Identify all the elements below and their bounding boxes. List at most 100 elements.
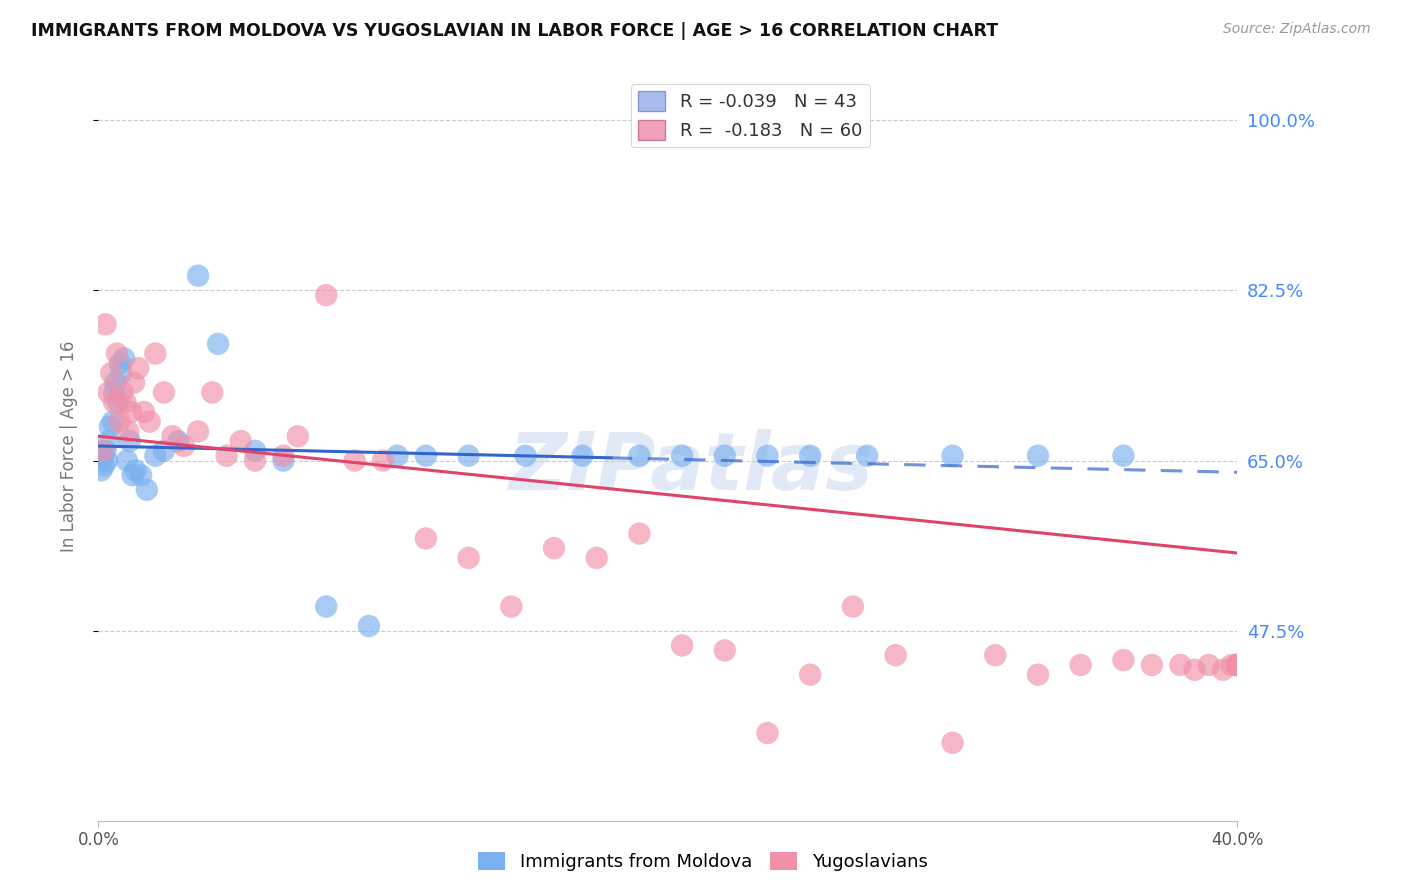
Point <box>94 318 117 332</box>
Point <box>1198 657 1220 672</box>
Point <box>1212 663 1234 677</box>
Point <box>110 366 132 380</box>
Point <box>153 385 176 400</box>
Point <box>104 376 127 390</box>
Point <box>111 385 134 400</box>
Text: Source: ZipAtlas.com: Source: ZipAtlas.com <box>1223 22 1371 37</box>
Point <box>114 395 136 409</box>
Point <box>1026 667 1049 681</box>
Point <box>1226 657 1249 672</box>
Point <box>207 336 229 351</box>
Point <box>1170 657 1192 672</box>
Point <box>671 639 693 653</box>
Point <box>942 449 965 463</box>
Legend: R = -0.039   N = 43, R =  -0.183   N = 60: R = -0.039 N = 43, R = -0.183 N = 60 <box>631 84 869 147</box>
Point <box>1070 657 1092 672</box>
Point <box>129 468 152 483</box>
Point <box>187 268 209 283</box>
Legend: Immigrants from Moldova, Yugoslavians: Immigrants from Moldova, Yugoslavians <box>471 845 935 879</box>
Point <box>97 385 120 400</box>
Point <box>167 434 190 449</box>
Point <box>357 619 380 633</box>
Point <box>229 434 252 449</box>
Point <box>515 449 537 463</box>
Point <box>1112 449 1135 463</box>
Point <box>543 541 565 556</box>
Point <box>1220 657 1243 672</box>
Point <box>856 449 879 463</box>
Point <box>135 483 157 497</box>
Point <box>942 736 965 750</box>
Point <box>799 449 821 463</box>
Point <box>1226 657 1249 672</box>
Point <box>984 648 1007 663</box>
Point <box>187 425 209 439</box>
Point <box>371 453 394 467</box>
Point <box>112 351 135 366</box>
Y-axis label: In Labor Force | Age > 16: In Labor Force | Age > 16 <box>59 340 77 552</box>
Point <box>96 453 118 467</box>
Point <box>714 449 737 463</box>
Point <box>671 449 693 463</box>
Point <box>1226 657 1249 672</box>
Point <box>415 532 437 546</box>
Point <box>628 449 651 463</box>
Point <box>1226 657 1249 672</box>
Point <box>243 443 266 458</box>
Point <box>115 453 138 467</box>
Text: IMMIGRANTS FROM MOLDOVA VS YUGOSLAVIAN IN LABOR FORCE | AGE > 16 CORRELATION CHA: IMMIGRANTS FROM MOLDOVA VS YUGOSLAVIAN I… <box>31 22 998 40</box>
Point <box>1112 653 1135 667</box>
Point <box>103 385 125 400</box>
Point <box>91 443 114 458</box>
Point <box>1026 449 1049 463</box>
Point <box>243 453 266 467</box>
Point <box>127 361 149 376</box>
Point <box>201 385 224 400</box>
Point <box>799 667 821 681</box>
Point <box>108 356 131 370</box>
Point <box>107 395 129 409</box>
Point <box>94 443 117 458</box>
Point <box>1226 657 1249 672</box>
Point <box>273 453 295 467</box>
Point <box>1140 657 1163 672</box>
Point <box>415 449 437 463</box>
Point <box>585 550 607 565</box>
Point <box>1226 657 1249 672</box>
Point <box>93 458 115 473</box>
Point <box>287 429 309 443</box>
Point <box>343 453 366 467</box>
Point <box>138 415 160 429</box>
Point <box>100 366 122 380</box>
Point <box>842 599 865 614</box>
Point <box>756 449 779 463</box>
Point <box>97 434 120 449</box>
Point <box>118 434 141 449</box>
Point <box>571 449 593 463</box>
Point <box>1226 657 1249 672</box>
Point <box>132 405 155 419</box>
Point <box>1226 657 1249 672</box>
Point <box>98 419 121 434</box>
Point <box>90 463 112 477</box>
Point <box>117 425 139 439</box>
Point <box>124 463 146 477</box>
Text: ZIPatlas: ZIPatlas <box>508 429 873 508</box>
Point <box>714 643 737 657</box>
Point <box>457 449 479 463</box>
Point <box>162 429 184 443</box>
Point <box>387 449 409 463</box>
Point <box>108 415 131 429</box>
Point <box>273 449 295 463</box>
Point <box>105 346 128 360</box>
Point <box>884 648 907 663</box>
Point <box>315 599 337 614</box>
Point <box>501 599 523 614</box>
Point <box>122 376 145 390</box>
Point <box>103 395 125 409</box>
Point <box>91 449 114 463</box>
Point <box>101 415 124 429</box>
Point <box>1184 663 1206 677</box>
Point <box>120 405 142 419</box>
Point <box>315 288 337 302</box>
